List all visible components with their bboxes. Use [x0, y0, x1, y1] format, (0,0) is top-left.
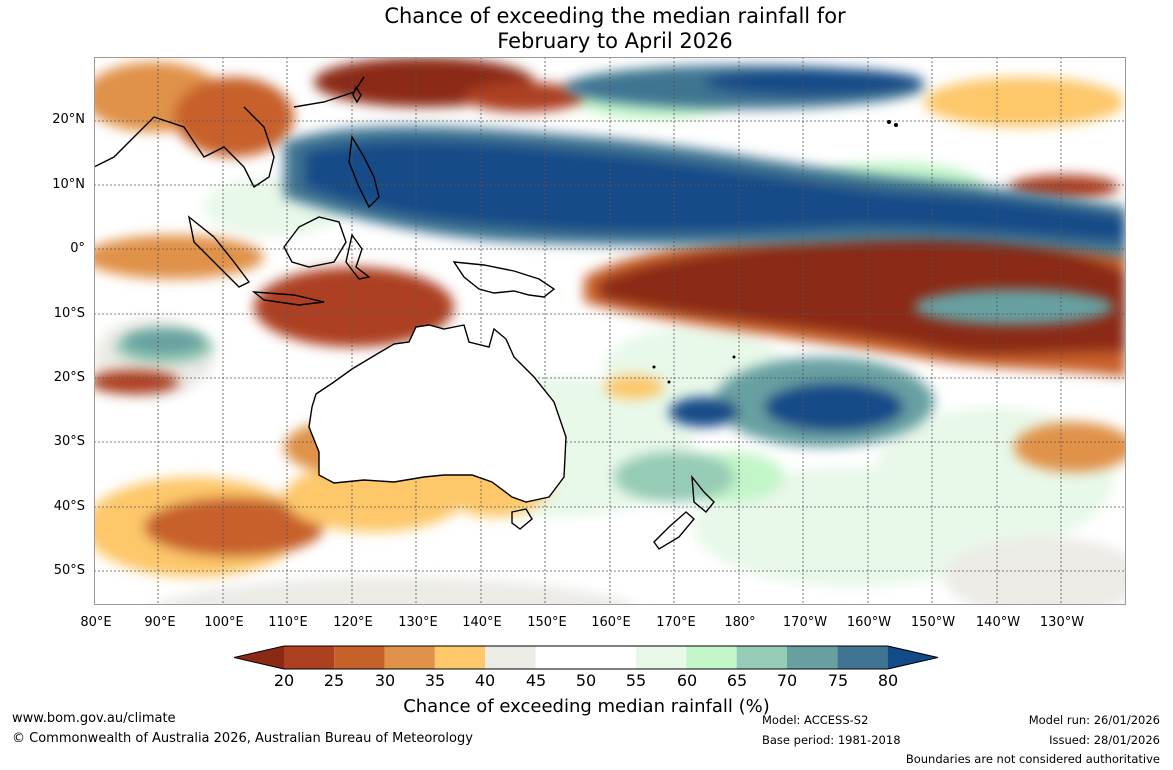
colorbar-tick: 35 — [424, 671, 446, 690]
rainfall-map — [94, 57, 1126, 605]
graticule — [94, 57, 1126, 605]
lat-label-20n: 20°N — [52, 112, 85, 127]
colorbar-segment — [636, 646, 687, 669]
lon-label-150e: 150°E — [527, 615, 567, 630]
colorbar-segment — [284, 646, 335, 669]
website-link[interactable]: www.bom.gov.au/climate — [12, 711, 176, 726]
map-title: Chance of exceeding the median rainfall … — [0, 4, 1173, 54]
colorbar-tick: 40 — [474, 671, 496, 690]
lon-label-120e: 120°E — [333, 615, 373, 630]
colorbar-segment — [434, 646, 486, 669]
lon-label-130w: 130°W — [1039, 615, 1085, 630]
sumatra-coast — [187, 215, 251, 288]
indochina-coast — [94, 106, 275, 189]
coastlines — [94, 76, 715, 550]
new-zealand-south — [653, 511, 695, 550]
pacific-islands — [652, 120, 898, 384]
colorbar-tick: 60 — [676, 671, 698, 690]
lat-label-10n: 10°N — [52, 177, 85, 192]
borneo-coast — [283, 216, 347, 268]
colorbar-segment — [334, 646, 385, 669]
lon-label-130e: 130°E — [398, 615, 438, 630]
colorbar-segment — [887, 646, 938, 669]
java-coast — [251, 291, 325, 306]
model-name: Model: ACCESS-S2 — [762, 713, 869, 727]
sulawesi-coast — [345, 233, 371, 280]
lon-label-140w: 140°W — [975, 615, 1021, 630]
lon-label-150w: 150°W — [910, 615, 956, 630]
model-run-date: Model run: 26/01/2026 — [1028, 713, 1160, 727]
colorbar-tick: 65 — [726, 671, 748, 690]
colorbar — [234, 645, 939, 670]
colorbar-tick: 45 — [525, 671, 547, 690]
issued-date: Issued: 28/01/2026 — [1049, 733, 1160, 747]
copyright-text: © Commonwealth of Australia 2026, Austra… — [12, 731, 473, 746]
lon-label-170w: 170°W — [782, 615, 828, 630]
australia-coast — [308, 324, 567, 503]
colorbar-segment — [234, 646, 284, 669]
new-guinea-coast — [452, 261, 556, 298]
lon-label-90e: 90°E — [144, 615, 176, 630]
taiwan-coast — [352, 85, 362, 104]
colorbar-tick: 25 — [323, 671, 345, 690]
colorbar-tick: 75 — [827, 671, 849, 690]
lon-label-110e: 110°E — [268, 615, 308, 630]
lon-label-100e: 100°E — [204, 615, 244, 630]
colorbar-tick: 80 — [877, 671, 899, 690]
base-period: Base period: 1981-2018 — [762, 733, 901, 747]
colorbar-segment — [787, 646, 838, 669]
title-line-2: February to April 2026 — [497, 29, 733, 53]
china-coast — [293, 76, 365, 108]
lon-label-80e: 80°E — [80, 615, 112, 630]
colorbar-segment — [736, 646, 787, 669]
colorbar-segment — [384, 646, 435, 669]
lon-label-180: 180° — [724, 615, 756, 630]
lon-label-160w: 160°W — [846, 615, 892, 630]
lon-label-160e: 160°E — [591, 615, 631, 630]
tasmania-coast — [511, 508, 533, 530]
colorbar-label: Chance of exceeding median rainfall (%) — [403, 696, 770, 717]
map-frame — [94, 57, 1126, 605]
colorbar-segment — [686, 646, 737, 669]
colorbar-tick: 20 — [273, 671, 295, 690]
wet-anomaly-regions — [124, 65, 1126, 502]
philippines-coast — [348, 134, 380, 209]
new-zealand-north — [691, 474, 715, 513]
map-canvas — [94, 57, 1126, 605]
lat-label-40s: 40°S — [53, 499, 85, 514]
colorbar-outline — [234, 645, 939, 670]
colorbar-tick: 30 — [374, 671, 396, 690]
title-line-1: Chance of exceeding the median rainfall … — [384, 4, 846, 28]
colorbar-segment — [485, 646, 536, 669]
lon-label-140e: 140°E — [462, 615, 502, 630]
lon-label-170e: 170°E — [656, 615, 696, 630]
lat-label-30s: 30°S — [53, 434, 85, 449]
lat-label-0: 0° — [70, 241, 85, 256]
lat-label-50s: 50°S — [53, 563, 85, 578]
colorbar-tick: 50 — [575, 671, 597, 690]
lat-label-10s: 10°S — [53, 306, 85, 321]
colorbar-tick: 70 — [776, 671, 798, 690]
colorbar-segment — [585, 646, 637, 669]
colorbar-tick: 55 — [625, 671, 647, 690]
boundaries-disclaimer: Boundaries are not considered authoritat… — [905, 752, 1160, 766]
colorbar-segment — [535, 646, 586, 669]
colorbar-segment — [837, 646, 888, 669]
lat-label-20s: 20°S — [53, 370, 85, 385]
